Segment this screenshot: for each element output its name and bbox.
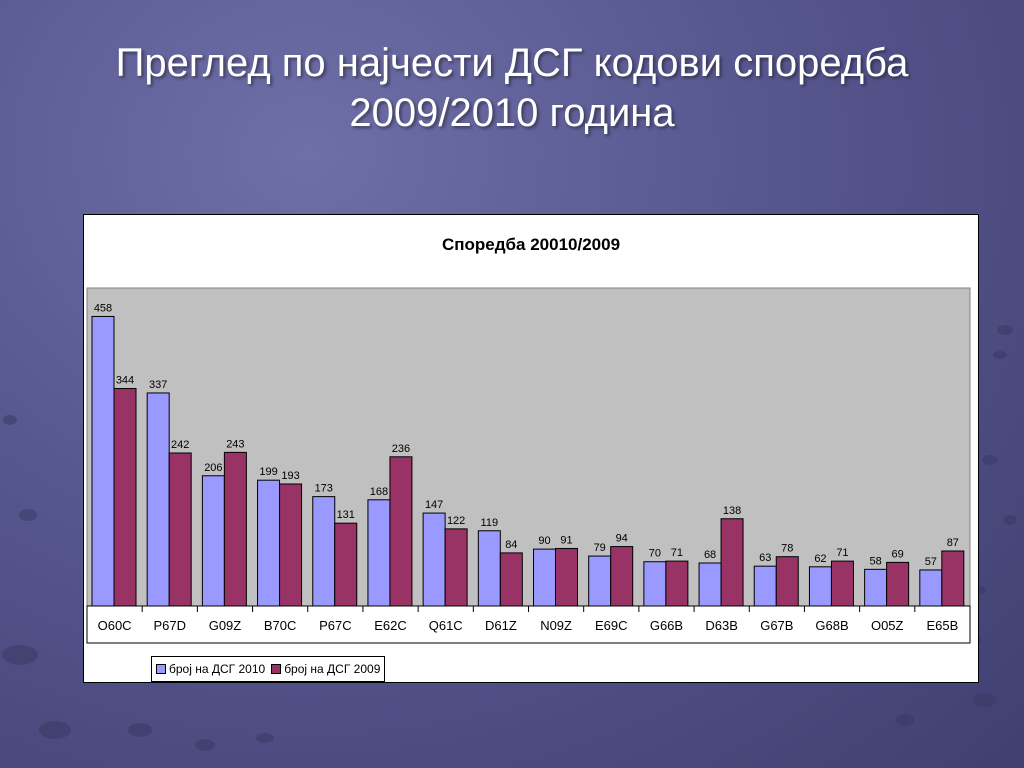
legend-label-2010: број на ДСГ 2010	[169, 662, 266, 676]
x-tick-label: Q61C	[429, 618, 463, 633]
data-label: 94	[616, 533, 628, 545]
chart-legend: број на ДСГ 2010 број на ДСГ 2009	[151, 656, 386, 682]
data-label: 206	[204, 462, 222, 474]
data-label: 91	[560, 534, 572, 546]
bar-2010	[367, 499, 391, 607]
legend-item-2010: број на ДСГ 2010	[156, 662, 265, 676]
chart-title: Споредба 20010/2009	[441, 235, 621, 254]
x-tick-label: E69C	[595, 618, 628, 633]
data-label: 122	[447, 515, 465, 527]
bar-2009	[665, 560, 689, 607]
bar-2009	[389, 456, 413, 607]
slide-title-line-1: Преглед по најчести ДСГ кодови споредба	[115, 41, 909, 85]
legend-swatch-2009	[271, 664, 282, 674]
data-label: 243	[226, 438, 244, 450]
bar-2010	[698, 562, 722, 607]
bar-2009	[830, 560, 854, 607]
data-label: 199	[259, 466, 277, 478]
slide-title-line-2: 2009/2010 година	[349, 91, 675, 135]
bar-2010	[477, 530, 501, 607]
bar-2010	[422, 512, 446, 607]
data-label: 84	[505, 539, 517, 551]
chart-container: Споредба 20010/2009 O60C 458 344 P67D 337 242…	[83, 214, 979, 683]
bar-2010	[864, 568, 888, 607]
x-tick-label: B70C	[264, 618, 297, 633]
bar-2009	[720, 518, 744, 607]
x-tick-label: O05Z	[871, 618, 904, 633]
x-tick-label: O60C	[98, 618, 132, 633]
x-tick-label: P67C	[319, 618, 352, 633]
data-label: 78	[781, 543, 793, 555]
bar-2010	[146, 392, 170, 607]
data-label: 147	[425, 499, 443, 511]
x-tick-label: D63B	[705, 618, 738, 633]
x-tick-label: G66B	[650, 618, 683, 633]
data-label: 173	[315, 483, 333, 495]
data-label: 63	[759, 552, 771, 564]
x-tick-label: G67B	[760, 618, 793, 633]
data-label: 79	[594, 542, 606, 554]
data-label: 458	[94, 302, 112, 314]
bar-2009	[610, 546, 634, 607]
data-label: 337	[149, 379, 167, 391]
x-tick-label: E62C	[374, 618, 407, 633]
data-label: 242	[171, 439, 189, 451]
data-label: 68	[704, 549, 716, 561]
data-label: 71	[671, 547, 683, 559]
bar-2010	[643, 561, 667, 607]
bar-2010	[201, 475, 225, 607]
x-tick-label: D61Z	[485, 618, 517, 633]
bar-2010	[533, 548, 556, 607]
data-label: 62	[814, 553, 826, 565]
x-tick-label: P67D	[154, 618, 187, 633]
x-tick-label: N09Z	[540, 618, 572, 633]
data-label: 90	[538, 535, 550, 547]
bar-2010	[919, 569, 943, 607]
bar-chart: O60C 458 344 P67D 337 242 G09Z 206 243 B70C 199 193…	[86, 287, 971, 644]
bar-2009	[499, 552, 523, 607]
data-label: 344	[116, 375, 134, 387]
bar-2009	[223, 451, 247, 607]
data-label: 57	[925, 556, 937, 568]
bar-2009	[941, 550, 965, 607]
bar-2010	[312, 496, 336, 607]
data-label: 119	[481, 517, 499, 529]
data-label: 131	[337, 509, 355, 521]
data-label: 138	[723, 505, 741, 517]
data-label: 58	[870, 555, 882, 567]
data-label: 236	[392, 443, 410, 455]
bar-2009	[334, 522, 358, 607]
data-label: 71	[836, 547, 848, 559]
data-label: 193	[281, 470, 299, 482]
bar-2009	[886, 561, 910, 607]
data-label: 69	[892, 548, 904, 560]
legend-swatch-2010	[156, 664, 166, 674]
bar-2010	[808, 566, 832, 607]
data-label: 168	[370, 486, 388, 498]
bar-2009	[775, 556, 799, 607]
x-tick-label: G09Z	[209, 618, 242, 633]
slide-title: Преглед по најчести ДСГ кодови споредба …	[0, 38, 1024, 138]
x-tick-label: G68B	[815, 618, 848, 633]
legend-item-2009: број на ДСГ 2009	[271, 662, 380, 676]
bar-2009	[444, 528, 468, 607]
bar-2009	[168, 452, 192, 607]
category-axis-row	[86, 605, 971, 644]
bar-2009	[113, 388, 137, 607]
legend-label-2009: број на ДСГ 2009	[284, 662, 381, 676]
bar-2010	[753, 565, 777, 607]
bar-2010	[91, 315, 115, 607]
bar-2009	[279, 483, 303, 607]
bar-2009	[555, 547, 578, 607]
data-label: 70	[649, 548, 661, 560]
data-label: 87	[947, 537, 959, 549]
bar-2010	[257, 479, 281, 607]
x-tick-label: E65B	[927, 618, 959, 633]
bar-2010	[588, 555, 612, 607]
